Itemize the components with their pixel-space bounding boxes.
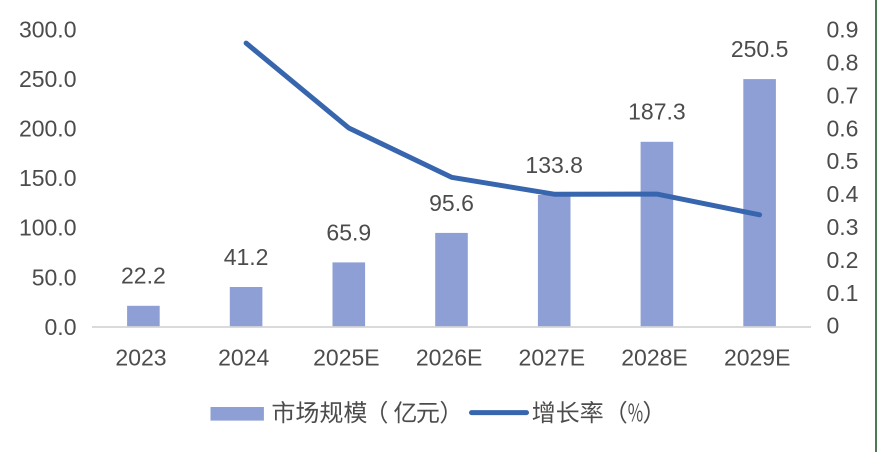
svg-text:65.9: 65.9 (326, 219, 371, 245)
svg-text:100.0: 100.0 (19, 215, 77, 241)
svg-text:150.0: 150.0 (19, 165, 77, 191)
svg-text:0.4: 0.4 (827, 181, 859, 207)
svg-text:2025E: 2025E (313, 344, 380, 370)
svg-text:0.3: 0.3 (827, 214, 859, 240)
svg-text:0.5: 0.5 (827, 148, 859, 174)
svg-text:0.0: 0.0 (45, 314, 77, 340)
svg-text:187.3: 187.3 (628, 99, 686, 125)
svg-text:250.0: 250.0 (19, 66, 77, 92)
svg-text:0.2: 0.2 (827, 247, 859, 273)
svg-text:95.6: 95.6 (429, 190, 474, 216)
svg-text:300.0: 300.0 (19, 16, 77, 42)
svg-text:41.2: 41.2 (224, 244, 269, 270)
svg-text:0.6: 0.6 (827, 115, 859, 141)
svg-text:2027E: 2027E (519, 344, 586, 370)
svg-text:2024: 2024 (218, 344, 269, 370)
svg-text:22.2: 22.2 (121, 263, 166, 289)
svg-text:2028E: 2028E (621, 344, 688, 370)
svg-text:0: 0 (827, 313, 840, 339)
svg-text:2029E: 2029E (724, 344, 791, 370)
svg-text:0.7: 0.7 (827, 82, 859, 108)
svg-text:2023: 2023 (115, 344, 166, 370)
svg-text:0.8: 0.8 (827, 50, 859, 76)
svg-text:133.8: 133.8 (525, 152, 583, 178)
svg-text:0.1: 0.1 (827, 280, 859, 306)
svg-text:250.5: 250.5 (731, 36, 789, 62)
svg-text:200.0: 200.0 (19, 116, 77, 142)
svg-text:2026E: 2026E (416, 344, 483, 370)
svg-text:50.0: 50.0 (32, 264, 77, 290)
svg-text:0.9: 0.9 (827, 17, 859, 43)
